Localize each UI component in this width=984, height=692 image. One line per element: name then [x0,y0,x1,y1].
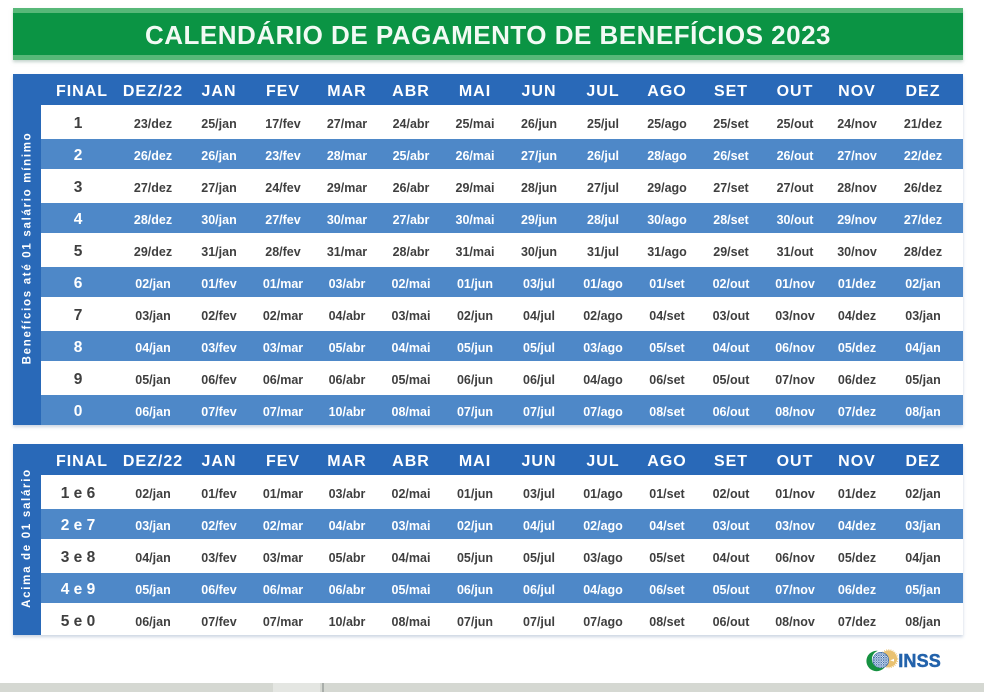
svg-text:INSS: INSS [898,651,941,671]
